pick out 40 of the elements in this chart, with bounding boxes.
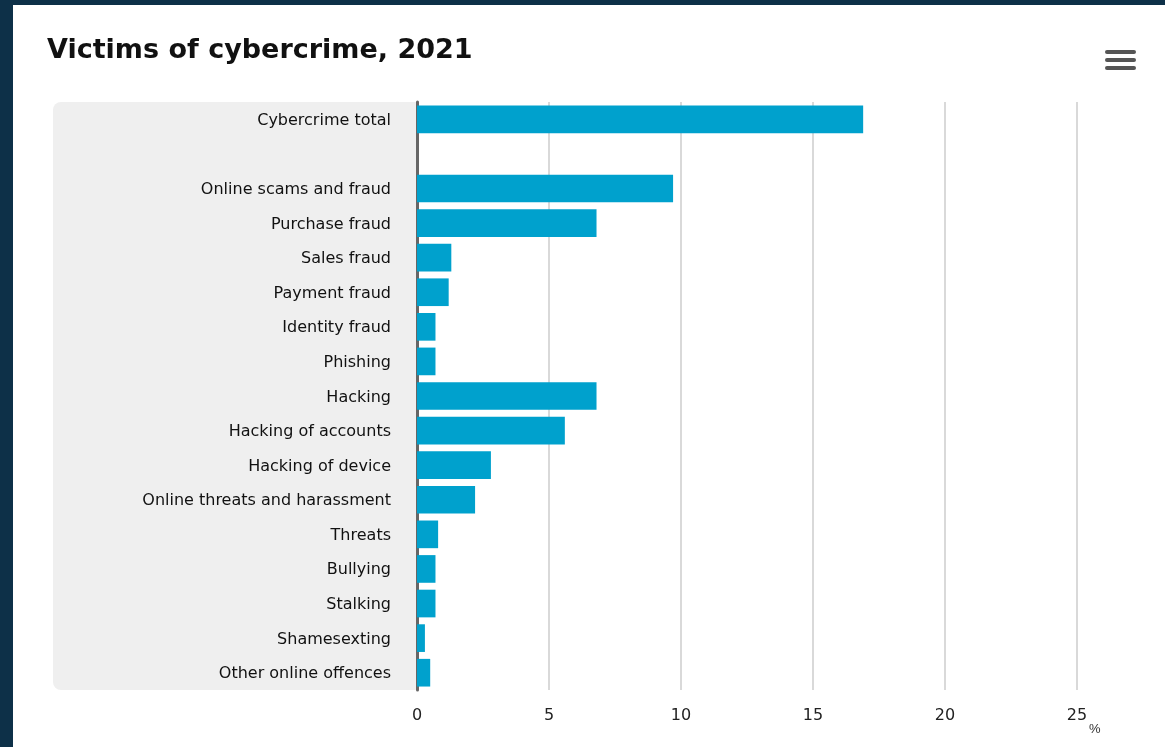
- bar: [417, 451, 491, 480]
- bar: [417, 174, 674, 203]
- x-tick-label: 15: [802, 704, 824, 724]
- bar: [417, 555, 436, 583]
- bar: [417, 624, 425, 652]
- y-tick-label: Online threats and harassment: [142, 490, 391, 510]
- x-tick-label: 25: [1066, 704, 1088, 724]
- bar: [417, 520, 439, 549]
- y-tick-label: Online scams and fraud: [200, 178, 391, 198]
- y-tick-label: Purchase fraud: [270, 213, 391, 233]
- bar: [417, 347, 436, 376]
- bar: [417, 209, 597, 237]
- y-tick-label: Hacking of accounts: [228, 421, 391, 441]
- x-tick-label: 20: [934, 704, 956, 724]
- bar: [417, 312, 436, 341]
- y-tick-label: Shamesexting: [277, 628, 391, 648]
- y-tick-label: Bullying: [326, 559, 391, 579]
- y-tick-label: Phishing: [323, 351, 391, 371]
- y-tick-label: Hacking: [326, 386, 391, 406]
- y-tick-label: Payment fraud: [273, 282, 391, 302]
- bar: [417, 589, 436, 618]
- y-tick-label: Stalking: [326, 594, 391, 614]
- bar: [417, 416, 565, 445]
- chart-title: Victims of cybercrime, 2021: [47, 33, 473, 64]
- bar: [417, 485, 476, 514]
- bar: [417, 243, 452, 272]
- x-tick-label: 0: [411, 704, 423, 724]
- x-tick-label: 5: [543, 704, 555, 724]
- y-tick-label: Threats: [329, 524, 391, 544]
- y-tick-label: Sales fraud: [301, 248, 391, 268]
- bar: [417, 105, 864, 134]
- bar: [417, 382, 597, 410]
- bar: [417, 278, 449, 307]
- y-tick-label: Other online offences: [218, 663, 391, 683]
- x-axis-title: %: [1089, 721, 1101, 736]
- bar: [417, 658, 431, 687]
- y-tick-label: Hacking of device: [248, 455, 391, 475]
- y-tick-label: Identity fraud: [282, 317, 391, 337]
- x-tick-label: 10: [670, 704, 692, 724]
- y-tick-label: Cybercrime total: [257, 109, 391, 129]
